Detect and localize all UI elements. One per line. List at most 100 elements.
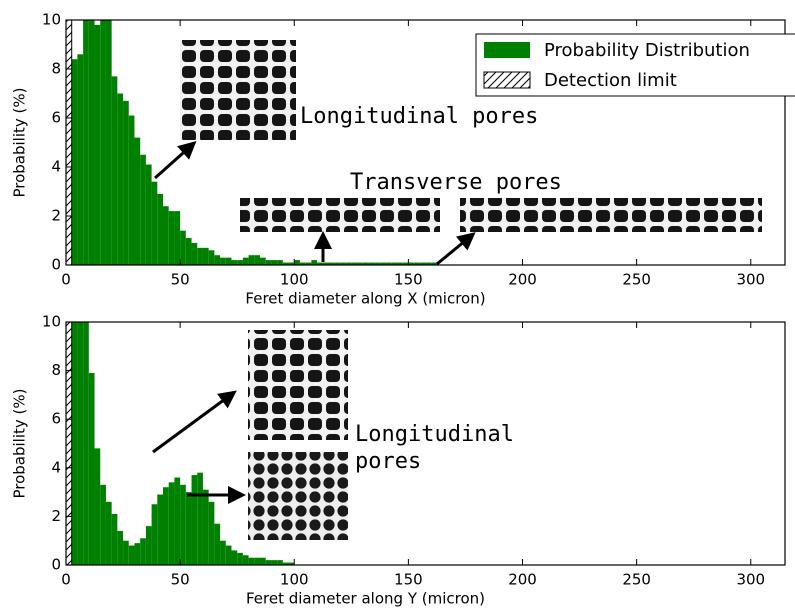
- bar: [88, 373, 95, 565]
- y-tick-label: 8: [51, 60, 61, 78]
- bar: [197, 472, 203, 565]
- bar: [248, 557, 255, 565]
- bar: [351, 262, 358, 265]
- x-tick-label: 200: [508, 571, 537, 589]
- bar: [299, 262, 306, 265]
- bar: [225, 545, 232, 565]
- y-tick-label: 8: [51, 361, 61, 379]
- y-axis-label: Probability (%): [11, 87, 29, 197]
- bar: [128, 545, 135, 565]
- bar: [271, 560, 278, 565]
- bar: [134, 543, 141, 565]
- x-tick-label: 0: [61, 571, 71, 589]
- x-tick-label: 100: [280, 271, 309, 289]
- bar: [214, 255, 221, 265]
- bar: [282, 562, 289, 565]
- annotation: Transverse pores: [350, 170, 562, 195]
- bar: [220, 540, 226, 565]
- bar: [191, 475, 198, 565]
- bar: [117, 93, 124, 265]
- bar: [151, 504, 158, 565]
- bar: [145, 164, 152, 265]
- legend-label: Probability Distribution: [544, 40, 750, 61]
- bar: [168, 482, 175, 565]
- bar: [100, 484, 106, 565]
- bar: [271, 260, 278, 265]
- plot-area: [66, 322, 295, 565]
- y-tick-label: 4: [51, 158, 61, 176]
- annotation: Longitudinal pores: [300, 104, 538, 129]
- bar: [294, 260, 300, 265]
- bar: [174, 211, 181, 265]
- bar: [322, 262, 329, 265]
- micrograph: [460, 198, 762, 232]
- bar: [77, 54, 84, 265]
- bar: [168, 211, 175, 265]
- bar: [317, 262, 323, 265]
- bar: [254, 255, 261, 265]
- arrow: [436, 232, 476, 266]
- bar: [140, 538, 146, 565]
- annotation: Longitudinal: [355, 422, 514, 447]
- bar: [174, 477, 181, 565]
- bar: [105, 501, 112, 565]
- x-tick-label: 250: [622, 271, 651, 289]
- insets: [152, 40, 762, 540]
- micrograph: [248, 330, 348, 440]
- bar: [191, 242, 198, 265]
- bar: [71, 59, 78, 265]
- detection-limit: [66, 322, 73, 565]
- x-tick-label: 200: [508, 271, 537, 289]
- x-tick-label: 50: [171, 271, 190, 289]
- bar: [431, 262, 437, 265]
- bar: [385, 262, 392, 265]
- bar: [157, 193, 164, 265]
- bar: [71, 322, 78, 565]
- bar: [123, 100, 129, 265]
- bar: [260, 257, 266, 265]
- bar: [185, 238, 192, 265]
- detection-limit: [66, 20, 73, 265]
- y-axis-label: Probability (%): [11, 388, 29, 498]
- bar: [237, 552, 243, 565]
- bar: [277, 260, 283, 265]
- bar: [419, 262, 426, 265]
- bar: [180, 230, 186, 265]
- arrow: [152, 390, 237, 454]
- bar: [117, 530, 124, 565]
- bar: [83, 322, 89, 565]
- micrograph: [240, 198, 440, 232]
- bar: [362, 262, 369, 265]
- legend-swatch: [484, 42, 530, 58]
- bar: [231, 260, 238, 265]
- bar: [345, 262, 352, 265]
- bar: [265, 560, 272, 565]
- bar: [163, 487, 169, 565]
- bar: [408, 262, 415, 265]
- bar: [265, 260, 272, 265]
- bar: [305, 262, 312, 265]
- bar: [231, 550, 238, 565]
- legend-label: Detection limit: [544, 70, 677, 91]
- x-axis-label: Feret diameter along X (micron): [245, 290, 485, 308]
- bar: [242, 555, 249, 565]
- bar: [151, 181, 158, 265]
- bar: [396, 262, 403, 265]
- x-axis-label: Feret diameter along Y (micron): [246, 590, 485, 608]
- x-tick-label: 150: [394, 571, 423, 589]
- bar: [145, 526, 152, 565]
- y-tick-label: 6: [51, 109, 61, 127]
- bar: [237, 260, 243, 265]
- bar: [157, 494, 164, 565]
- x-tick-label: 0: [61, 271, 71, 289]
- bar: [391, 262, 397, 265]
- bar: [248, 255, 255, 265]
- bar: [225, 257, 232, 265]
- bar: [242, 257, 249, 265]
- micrograph: [248, 452, 348, 540]
- bar: [357, 262, 363, 265]
- bar: [277, 560, 283, 565]
- y-tick-label: 2: [51, 207, 61, 225]
- bar: [328, 262, 335, 265]
